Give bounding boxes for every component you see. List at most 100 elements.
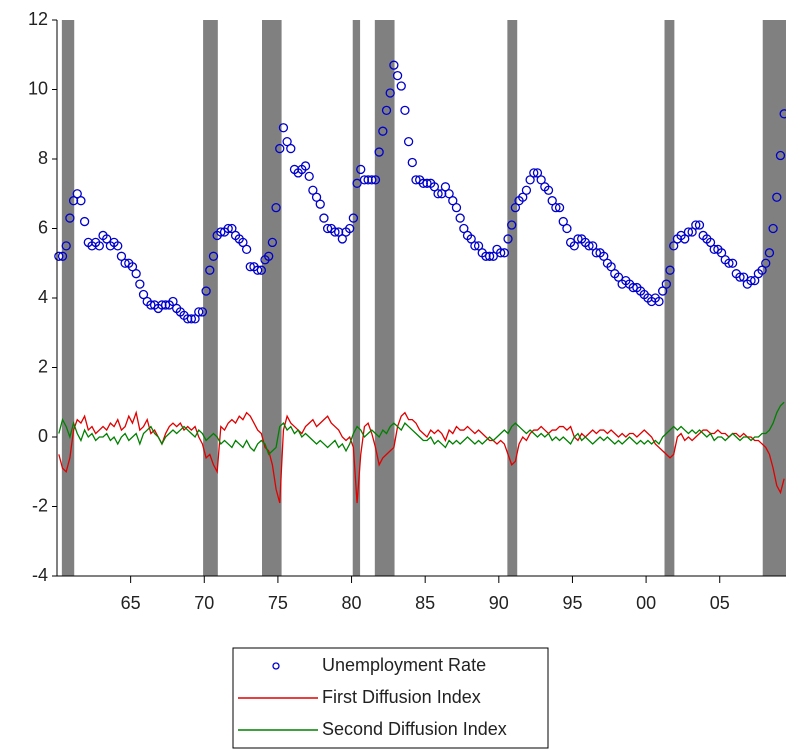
data-point bbox=[352, 178, 362, 188]
data-point bbox=[779, 109, 786, 119]
data-point bbox=[278, 123, 289, 133]
data-point bbox=[558, 216, 568, 227]
y-tick-label: 6 bbox=[38, 217, 48, 237]
data-point bbox=[691, 220, 701, 230]
data-point bbox=[57, 251, 68, 261]
data-point bbox=[76, 196, 86, 206]
y-tick-label: 4 bbox=[38, 287, 48, 307]
data-point bbox=[201, 286, 211, 296]
data-point bbox=[160, 300, 171, 310]
data-point bbox=[459, 223, 469, 234]
y-tick-label: 8 bbox=[38, 148, 48, 168]
data-point bbox=[131, 269, 141, 279]
data-point bbox=[311, 192, 322, 202]
data-point bbox=[525, 175, 535, 185]
data-point bbox=[775, 150, 786, 161]
data-point bbox=[761, 258, 771, 268]
data-point bbox=[613, 272, 624, 282]
data-point bbox=[146, 300, 156, 310]
data-point bbox=[197, 307, 208, 317]
data-point bbox=[308, 185, 318, 195]
data-point bbox=[300, 161, 311, 171]
data-point bbox=[716, 248, 727, 258]
data-point bbox=[433, 189, 443, 199]
data-point bbox=[205, 265, 215, 275]
x-tick-label: 75 bbox=[268, 593, 288, 613]
data-point bbox=[330, 227, 340, 237]
data-point bbox=[245, 262, 255, 272]
data-point bbox=[381, 105, 392, 115]
data-point bbox=[470, 241, 480, 251]
data-line bbox=[58, 410, 785, 504]
data-point bbox=[256, 265, 266, 275]
data-point bbox=[315, 199, 325, 209]
recession-band bbox=[352, 20, 361, 576]
data-point bbox=[319, 213, 329, 223]
data-point bbox=[120, 258, 130, 268]
data-point bbox=[661, 279, 671, 289]
x-tick-label: 95 bbox=[562, 593, 582, 613]
data-point bbox=[735, 272, 745, 282]
data-point bbox=[79, 216, 90, 227]
data-point bbox=[466, 234, 476, 244]
recession-band bbox=[762, 20, 786, 576]
data-point bbox=[496, 248, 506, 258]
y-tick-label: 12 bbox=[28, 9, 48, 29]
y-tick-label: 10 bbox=[28, 78, 48, 98]
data-point bbox=[569, 241, 579, 251]
data-point bbox=[606, 262, 616, 272]
data-point bbox=[746, 275, 756, 286]
data-point bbox=[378, 126, 388, 136]
data-point bbox=[345, 223, 355, 234]
legend-label: Unemployment Rate bbox=[322, 655, 486, 675]
data-point bbox=[440, 182, 451, 192]
data-point bbox=[680, 234, 690, 244]
data-point bbox=[510, 202, 521, 213]
x-tick-label: 90 bbox=[489, 593, 509, 613]
data-point bbox=[518, 192, 528, 202]
legend-marker bbox=[272, 662, 280, 670]
data-point bbox=[186, 314, 197, 324]
data-point bbox=[772, 192, 782, 202]
data-point bbox=[484, 251, 495, 261]
data-point bbox=[451, 202, 462, 213]
data-point bbox=[194, 307, 204, 317]
data-point bbox=[392, 70, 403, 81]
data-point bbox=[768, 223, 778, 234]
data-point bbox=[271, 202, 281, 213]
data-point bbox=[543, 185, 554, 195]
data-point bbox=[135, 279, 145, 289]
data-point bbox=[536, 175, 546, 185]
data-point bbox=[411, 175, 421, 185]
data-point bbox=[750, 275, 760, 286]
data-point bbox=[628, 282, 638, 293]
data-point bbox=[223, 223, 233, 234]
data-point bbox=[727, 258, 738, 268]
data-point bbox=[665, 265, 675, 275]
data-line bbox=[58, 401, 785, 456]
recession-band bbox=[374, 20, 395, 576]
data-point bbox=[385, 88, 395, 98]
data-point bbox=[374, 147, 384, 157]
data-point bbox=[403, 136, 414, 147]
x-tick-label: 00 bbox=[636, 593, 656, 613]
x-tick-label: 05 bbox=[710, 593, 730, 613]
data-point bbox=[168, 296, 178, 307]
legend-label: Second Diffusion Index bbox=[322, 719, 507, 739]
data-point bbox=[455, 213, 465, 223]
data-point bbox=[322, 223, 333, 234]
data-point bbox=[764, 248, 775, 258]
data-point bbox=[282, 136, 292, 147]
data-point bbox=[337, 234, 347, 244]
data-point bbox=[584, 241, 594, 251]
y-tick-label: 0 bbox=[38, 426, 48, 446]
data-point bbox=[658, 286, 668, 296]
data-point bbox=[264, 251, 274, 261]
data-point bbox=[588, 241, 598, 251]
data-point bbox=[669, 241, 679, 251]
data-point bbox=[227, 223, 237, 234]
data-point bbox=[739, 272, 749, 282]
recession-band bbox=[507, 20, 518, 576]
data-point bbox=[348, 213, 359, 223]
data-point bbox=[694, 220, 705, 230]
